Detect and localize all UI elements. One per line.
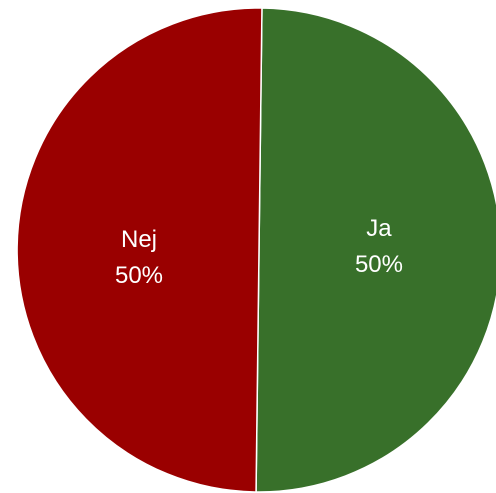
slice-category-label: Nej	[121, 226, 157, 253]
pie-slice	[16, 7, 263, 493]
slice-value-label: 50%	[115, 262, 163, 289]
pie-slice	[255, 7, 496, 493]
slice-category-label: Ja	[366, 215, 392, 242]
slice-value-label: 50%	[355, 251, 403, 278]
